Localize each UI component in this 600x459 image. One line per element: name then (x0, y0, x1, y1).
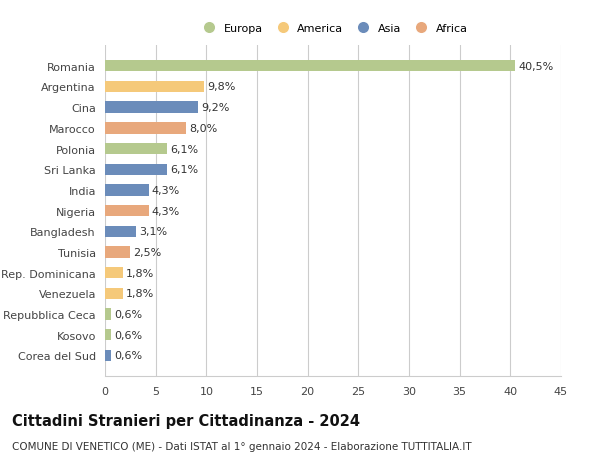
Text: 1,8%: 1,8% (126, 268, 155, 278)
Text: 6,1%: 6,1% (170, 144, 198, 154)
Bar (105, 247, 130, 258)
Text: 9,2%: 9,2% (201, 103, 230, 113)
Bar (105, 268, 123, 279)
Bar (105, 123, 186, 134)
Text: 0,6%: 0,6% (114, 309, 142, 319)
Text: COMUNE DI VENETICO (ME) - Dati ISTAT al 1° gennaio 2024 - Elaborazione TUTTITALI: COMUNE DI VENETICO (ME) - Dati ISTAT al … (12, 441, 472, 451)
Text: 1,8%: 1,8% (126, 289, 155, 299)
Bar (105, 330, 111, 341)
Text: 0,6%: 0,6% (114, 351, 142, 361)
Bar (105, 226, 136, 237)
Text: 6,1%: 6,1% (170, 165, 198, 175)
Text: 3,1%: 3,1% (139, 227, 167, 237)
Text: 40,5%: 40,5% (518, 62, 554, 72)
Text: 4,3%: 4,3% (152, 206, 180, 216)
Text: 0,6%: 0,6% (114, 330, 142, 340)
Text: 4,3%: 4,3% (152, 185, 180, 196)
Bar (105, 82, 205, 93)
Text: Cittadini Stranieri per Cittadinanza - 2024: Cittadini Stranieri per Cittadinanza - 2… (12, 413, 360, 428)
Bar (105, 102, 198, 113)
Bar (105, 164, 167, 175)
Bar (105, 288, 123, 299)
Text: 8,0%: 8,0% (189, 123, 217, 134)
Bar (105, 185, 149, 196)
Bar (105, 350, 111, 361)
Bar (105, 206, 149, 217)
Bar (105, 61, 515, 72)
Text: 9,8%: 9,8% (208, 82, 236, 92)
Bar (105, 144, 167, 155)
Text: 2,5%: 2,5% (133, 247, 161, 257)
Legend: Europa, America, Asia, Africa: Europa, America, Asia, Africa (195, 20, 471, 37)
Bar (105, 309, 111, 320)
